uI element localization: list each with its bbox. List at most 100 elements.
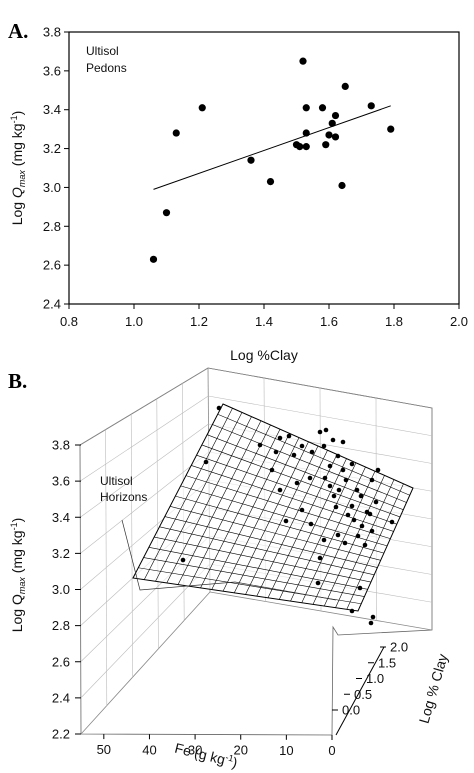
panel-b-data-point: [273, 449, 279, 455]
panel-b: B. 2.2 2.4 2.6 2.8 3.0 3.2 3.4 3.6 3.8 0 10 20 30 40…: [8, 367, 451, 771]
panel-a-data-point: [296, 143, 304, 151]
panel-a-data-point: [325, 131, 333, 139]
panel-a-x-axis-title: Log %Clay: [230, 347, 298, 363]
panel-b-data-point: [369, 477, 375, 483]
panel-b-z-tick-label: 3.4: [52, 510, 70, 525]
panel-b-data-point: [203, 459, 209, 465]
panel-b-data-point: [335, 453, 341, 459]
panel-a-data-point: [387, 125, 395, 133]
panel-b-data-point: [333, 504, 339, 510]
panel-b-data-point: [343, 477, 349, 483]
panel-b-x-axis-title: Fe (g kg-1): [173, 740, 239, 771]
panel-b-data-point: [336, 487, 342, 493]
panel-a-x-tick-label: 1.0: [125, 314, 143, 329]
panel-b-data-point: [323, 427, 329, 433]
panel-b-data-point: [299, 443, 305, 449]
panel-b-data-point: [321, 537, 327, 543]
panel-b-data-point: [364, 509, 370, 515]
panel-a: A. 0.8 1.0 1.2 1.4 1.6 1.8 2.0 2.4 2.6 2.8 3.0 3.2…: [8, 19, 468, 363]
panel-b-data-point: [315, 580, 321, 586]
panel-a-x-tick-label: 1.6: [320, 314, 338, 329]
panel-b-data-point: [362, 542, 368, 548]
panel-b-data-point: [335, 532, 341, 538]
panel-b-x-tick-label: 20: [233, 743, 247, 758]
panel-a-data-point: [331, 111, 340, 120]
panel-b-data-point: [370, 614, 376, 620]
panel-b-data-point: [308, 521, 314, 527]
panel-b-data-point: [291, 452, 297, 458]
panel-b-data-point: [327, 483, 333, 489]
panel-b-data-point: [354, 487, 360, 493]
panel-a-x-tick-label: 1.4: [255, 314, 273, 329]
panel-b-x-tick-label: 40: [142, 742, 156, 757]
panel-a-data-point: [198, 104, 206, 112]
panel-b-data-point: [317, 429, 323, 435]
panel-b-data-point: [327, 463, 333, 469]
panel-a-data-point: [328, 119, 336, 127]
panel-b-x-tick-label: 30: [188, 742, 202, 757]
panel-a-y-tick-label: 2.8: [43, 219, 61, 234]
panel-b-fitted-plane: [132, 403, 414, 612]
panel-a-data-point: [149, 255, 158, 263]
panel-a-data-point: [338, 181, 346, 190]
panel-a-data-point: [247, 156, 255, 164]
panel-b-data-point: [342, 540, 348, 546]
panel-b-x-tick-label: 0: [328, 743, 335, 758]
panel-b-data-point: [317, 555, 323, 561]
panel-b-data-point: [349, 608, 355, 614]
panel-b-data-point: [368, 620, 374, 626]
panel-a-y-axis-title: Log Qmax (mg kg-1): [9, 111, 27, 226]
panel-b-label: B.: [8, 369, 27, 393]
panel-a-y-axis: 2.4 2.6 2.8 3.0 3.2 3.4 3.6 3.8: [43, 25, 69, 312]
panel-b-data-point: [355, 533, 361, 539]
panel-a-annotation-line-1: Ultisol: [86, 44, 119, 58]
panel-b-x-tick-label: 10: [279, 743, 293, 758]
panel-b-data-point: [277, 487, 283, 493]
panel-b-data-point: [375, 467, 381, 473]
panel-b-data-point: [283, 518, 289, 524]
panel-b-data-point: [294, 480, 300, 486]
panel-a-x-tick-label: 2.0: [450, 314, 468, 329]
panel-a-data-point: [341, 82, 349, 90]
panel-a-data-point: [299, 57, 307, 65]
panel-b-x-tick-label: 50: [97, 742, 111, 757]
panel-b-z-tick-label: 2.6: [52, 654, 70, 669]
panel-a-y-tick-label: 3.8: [43, 25, 61, 40]
panel-a-data-point: [367, 102, 375, 110]
panel-b-data-point: [351, 517, 357, 523]
panel-b-data-point: [309, 449, 315, 455]
panel-b-z-axis-title: Log Qmax (mg kg-1): [9, 518, 27, 633]
panel-b-z-tick-label: 3.0: [52, 582, 70, 597]
panel-a-data-point: [266, 178, 275, 186]
panel-b-data-point: [180, 557, 186, 563]
panel-b-z-tick-label: 3.8: [52, 438, 70, 453]
panel-b-data-point: [299, 507, 305, 513]
panel-b-y-tick-label: 0.0: [342, 703, 360, 718]
panel-b-data-point: [389, 519, 395, 525]
panel-b-data-point: [331, 493, 337, 499]
panel-b-plane-projection: [121, 519, 337, 601]
panel-a-x-tick-label: 1.2: [190, 314, 208, 329]
panel-a-data-point: [331, 133, 340, 141]
panel-a-data-point: [302, 143, 310, 151]
panel-b-data-point: [286, 433, 292, 439]
panel-a-x-axis: 0.8 1.0 1.2 1.4 1.6 1.8 2.0: [60, 304, 468, 329]
panel-b-y-axis: 0.00.51.01.52.0: [332, 640, 408, 736]
panel-b-data-point: [345, 512, 351, 518]
panel-a-plot-frame: [68, 31, 460, 305]
panel-a-y-tick-label: 3.4: [43, 102, 61, 117]
panel-b-y-axis-title: Log % Clay: [416, 652, 451, 725]
panel-a-x-tick-label: 0.8: [60, 314, 78, 329]
panel-a-x-tick-label: 1.8: [385, 314, 403, 329]
panel-b-data-point: [369, 528, 375, 534]
panel-b-annotation-line-2: Horizons: [100, 490, 147, 504]
panel-b-y-tick-label: 0.5: [354, 687, 372, 702]
panel-b-data-point: [257, 442, 263, 448]
panel-b-z-tick-label: 2.2: [52, 727, 70, 742]
panel-b-annotation-line-1: Ultisol: [100, 474, 133, 488]
panel-a-label: A.: [8, 19, 28, 43]
panel-a-y-tick-label: 2.6: [43, 258, 61, 273]
panel-b-data-point: [322, 475, 328, 481]
panel-b-x-axis: 0 10 20 30 40 50: [97, 734, 336, 758]
